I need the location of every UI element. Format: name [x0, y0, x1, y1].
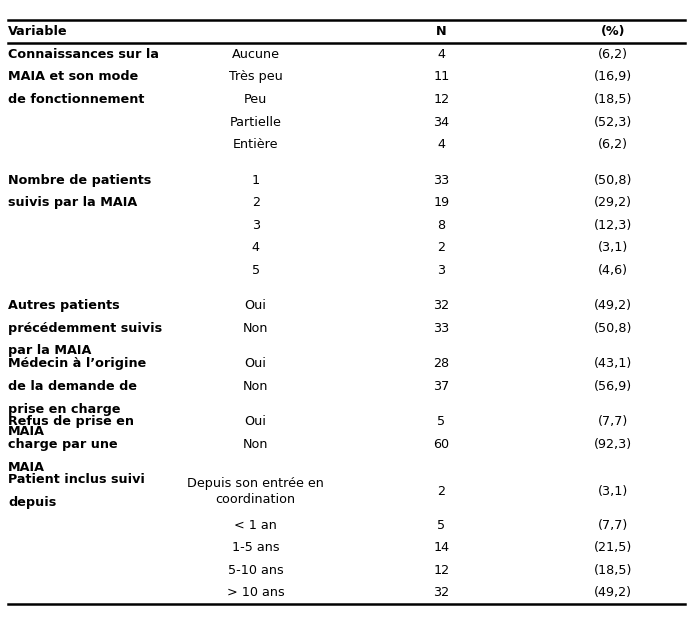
Text: 1-5 ans: 1-5 ans	[232, 541, 279, 554]
Text: prise en charge: prise en charge	[8, 403, 121, 415]
Text: MAIA: MAIA	[8, 461, 46, 473]
Text: Entière: Entière	[233, 138, 278, 151]
Text: 5: 5	[252, 264, 259, 277]
Text: (7,7): (7,7)	[598, 415, 628, 429]
Text: (21,5): (21,5)	[594, 541, 632, 554]
Text: 32: 32	[433, 299, 449, 312]
Text: (49,2): (49,2)	[594, 299, 632, 312]
Text: Oui: Oui	[245, 299, 266, 312]
Text: (%): (%)	[601, 25, 625, 38]
Text: (16,9): (16,9)	[594, 70, 632, 83]
Text: (3,1): (3,1)	[598, 485, 628, 497]
Text: Non: Non	[243, 438, 268, 451]
Text: (4,6): (4,6)	[598, 264, 628, 277]
Text: 60: 60	[433, 438, 449, 451]
Text: 11: 11	[433, 70, 449, 83]
Text: depuis: depuis	[8, 496, 57, 509]
Text: Depuis son entrée en
coordination: Depuis son entrée en coordination	[187, 476, 324, 506]
Text: Refus de prise en: Refus de prise en	[8, 415, 135, 429]
Text: (6,2): (6,2)	[598, 48, 628, 61]
Text: 5: 5	[437, 519, 445, 532]
Text: 19: 19	[433, 196, 449, 209]
Text: charge par une: charge par une	[8, 438, 118, 451]
Text: (50,8): (50,8)	[594, 322, 632, 335]
Text: (49,2): (49,2)	[594, 587, 632, 599]
Text: (43,1): (43,1)	[594, 357, 632, 370]
Text: MAIA et son mode: MAIA et son mode	[8, 70, 139, 83]
Text: Nombre de patients: Nombre de patients	[8, 173, 152, 187]
Text: 3: 3	[252, 218, 259, 232]
Text: 2: 2	[252, 196, 259, 209]
Text: Autres patients: Autres patients	[8, 299, 120, 312]
Text: (50,8): (50,8)	[594, 173, 632, 187]
Text: 33: 33	[433, 322, 449, 335]
Text: MAIA: MAIA	[8, 425, 46, 438]
Text: Non: Non	[243, 380, 268, 393]
Text: 34: 34	[433, 115, 449, 129]
Text: Partielle: Partielle	[230, 115, 282, 129]
Text: > 10 ans: > 10 ans	[227, 587, 284, 599]
Text: (18,5): (18,5)	[594, 93, 632, 106]
Text: par la MAIA: par la MAIA	[8, 345, 92, 357]
Text: 4: 4	[437, 48, 445, 61]
Text: 1: 1	[252, 173, 259, 187]
Text: Patient inclus suivi: Patient inclus suivi	[8, 473, 145, 487]
Text: 12: 12	[433, 93, 449, 106]
Text: Oui: Oui	[245, 415, 266, 429]
Text: Médecin à l’origine: Médecin à l’origine	[8, 357, 146, 370]
Text: (29,2): (29,2)	[594, 196, 632, 209]
Text: de la demande de: de la demande de	[8, 380, 137, 393]
Text: N: N	[436, 25, 446, 38]
Text: 5-10 ans: 5-10 ans	[228, 564, 284, 576]
Text: de fonctionnement: de fonctionnement	[8, 93, 145, 106]
Text: 4: 4	[252, 241, 259, 254]
Text: (52,3): (52,3)	[594, 115, 632, 129]
Text: Aucune: Aucune	[232, 48, 279, 61]
Text: Connaissances sur la: Connaissances sur la	[8, 48, 159, 61]
Text: 28: 28	[433, 357, 449, 370]
Text: < 1 an: < 1 an	[234, 519, 277, 532]
Text: Très peu: Très peu	[229, 70, 282, 83]
Text: (92,3): (92,3)	[594, 438, 632, 451]
Text: (7,7): (7,7)	[598, 519, 628, 532]
Text: Oui: Oui	[245, 357, 266, 370]
Text: Peu: Peu	[244, 93, 267, 106]
Text: (6,2): (6,2)	[598, 138, 628, 151]
Text: 32: 32	[433, 587, 449, 599]
Text: 37: 37	[433, 380, 449, 393]
Text: 14: 14	[433, 541, 449, 554]
Text: Non: Non	[243, 322, 268, 335]
Text: (3,1): (3,1)	[598, 241, 628, 254]
Text: 8: 8	[437, 218, 445, 232]
Text: précédemment suivis: précédemment suivis	[8, 322, 162, 335]
Text: Variable: Variable	[8, 25, 68, 38]
Text: (18,5): (18,5)	[594, 564, 632, 576]
Text: 3: 3	[437, 264, 445, 277]
Text: (56,9): (56,9)	[594, 380, 632, 393]
Text: 2: 2	[437, 485, 445, 497]
Text: (12,3): (12,3)	[594, 218, 632, 232]
Text: 5: 5	[437, 415, 445, 429]
Text: 12: 12	[433, 564, 449, 576]
Text: 33: 33	[433, 173, 449, 187]
Text: 2: 2	[437, 241, 445, 254]
Text: suivis par la MAIA: suivis par la MAIA	[8, 196, 137, 209]
Text: 4: 4	[437, 138, 445, 151]
